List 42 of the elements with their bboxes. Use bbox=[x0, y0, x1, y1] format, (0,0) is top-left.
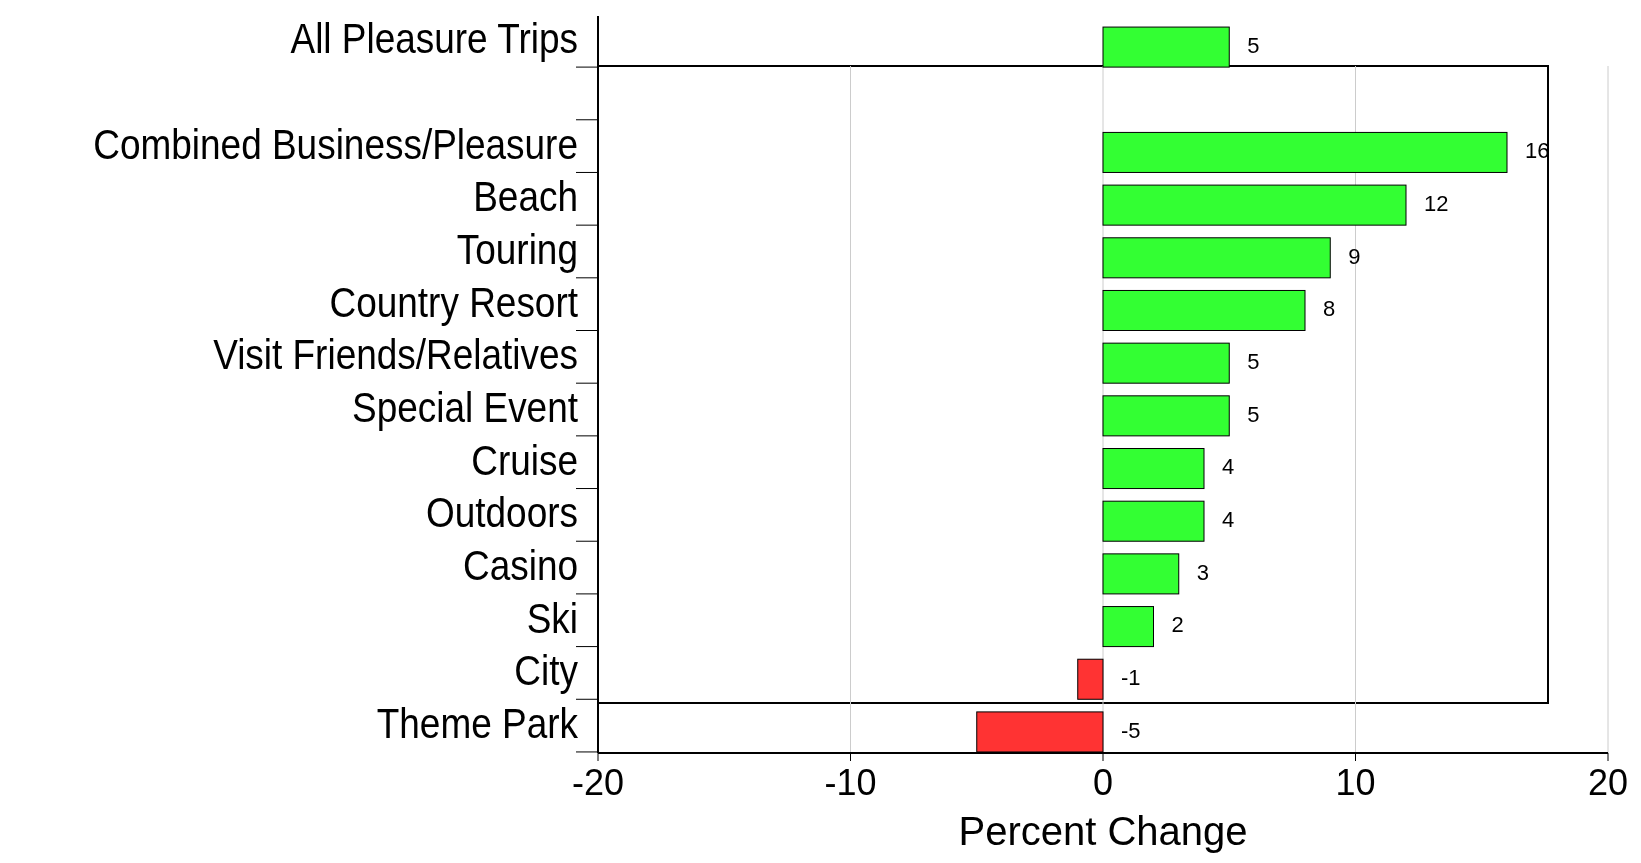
y-tick-label: Touring bbox=[456, 225, 578, 273]
x-tick-label: 10 bbox=[1335, 762, 1376, 803]
y-tick-label: Country Resort bbox=[329, 278, 579, 326]
data-label: 8 bbox=[1323, 296, 1336, 322]
x-tick-label: 0 bbox=[1092, 762, 1114, 803]
y-tick-label: Special Event bbox=[352, 383, 578, 431]
bar bbox=[1102, 342, 1230, 384]
bar bbox=[1102, 606, 1154, 648]
bar bbox=[1077, 658, 1104, 700]
y-tick-label: Casino bbox=[462, 541, 578, 589]
bar bbox=[1102, 395, 1230, 437]
y-tick-label: Beach bbox=[473, 173, 578, 220]
x-tick-label: 20 bbox=[1587, 762, 1629, 803]
y-tick-label: Theme Park bbox=[376, 699, 579, 747]
y-tick-label: All Pleasure Trips bbox=[290, 14, 578, 62]
x-axis-title: Percent Change bbox=[958, 809, 1248, 853]
data-label: 5 bbox=[1247, 401, 1260, 427]
bar bbox=[1102, 448, 1205, 490]
data-label: 3 bbox=[1196, 559, 1209, 585]
data-label: 5 bbox=[1247, 32, 1260, 58]
data-label: 12 bbox=[1424, 190, 1449, 216]
data-label: -5 bbox=[1121, 717, 1141, 743]
data-label: 2 bbox=[1171, 612, 1184, 638]
y-tick-label: Visit Friends/Relatives bbox=[213, 331, 578, 378]
data-label: 5 bbox=[1247, 348, 1260, 374]
x-tick-label: -10 bbox=[824, 762, 877, 803]
y-tick-label: Combined Business/Pleasure bbox=[93, 120, 578, 168]
bar bbox=[1102, 131, 1508, 173]
data-label: 4 bbox=[1222, 507, 1235, 533]
y-tick-label: City bbox=[514, 647, 579, 694]
bar bbox=[1102, 289, 1306, 331]
bar bbox=[1102, 553, 1180, 595]
y-tick-label: Outdoors bbox=[426, 489, 578, 536]
bar bbox=[1102, 237, 1331, 279]
bar bbox=[1102, 500, 1205, 542]
bar bbox=[1102, 184, 1407, 226]
x-tick-label: -20 bbox=[571, 762, 625, 803]
y-tick-label: Ski bbox=[526, 594, 578, 642]
y-tick-label: Cruise bbox=[471, 436, 578, 484]
data-label: 9 bbox=[1348, 243, 1361, 269]
data-label: 4 bbox=[1222, 454, 1235, 480]
data-label: -1 bbox=[1121, 665, 1141, 691]
